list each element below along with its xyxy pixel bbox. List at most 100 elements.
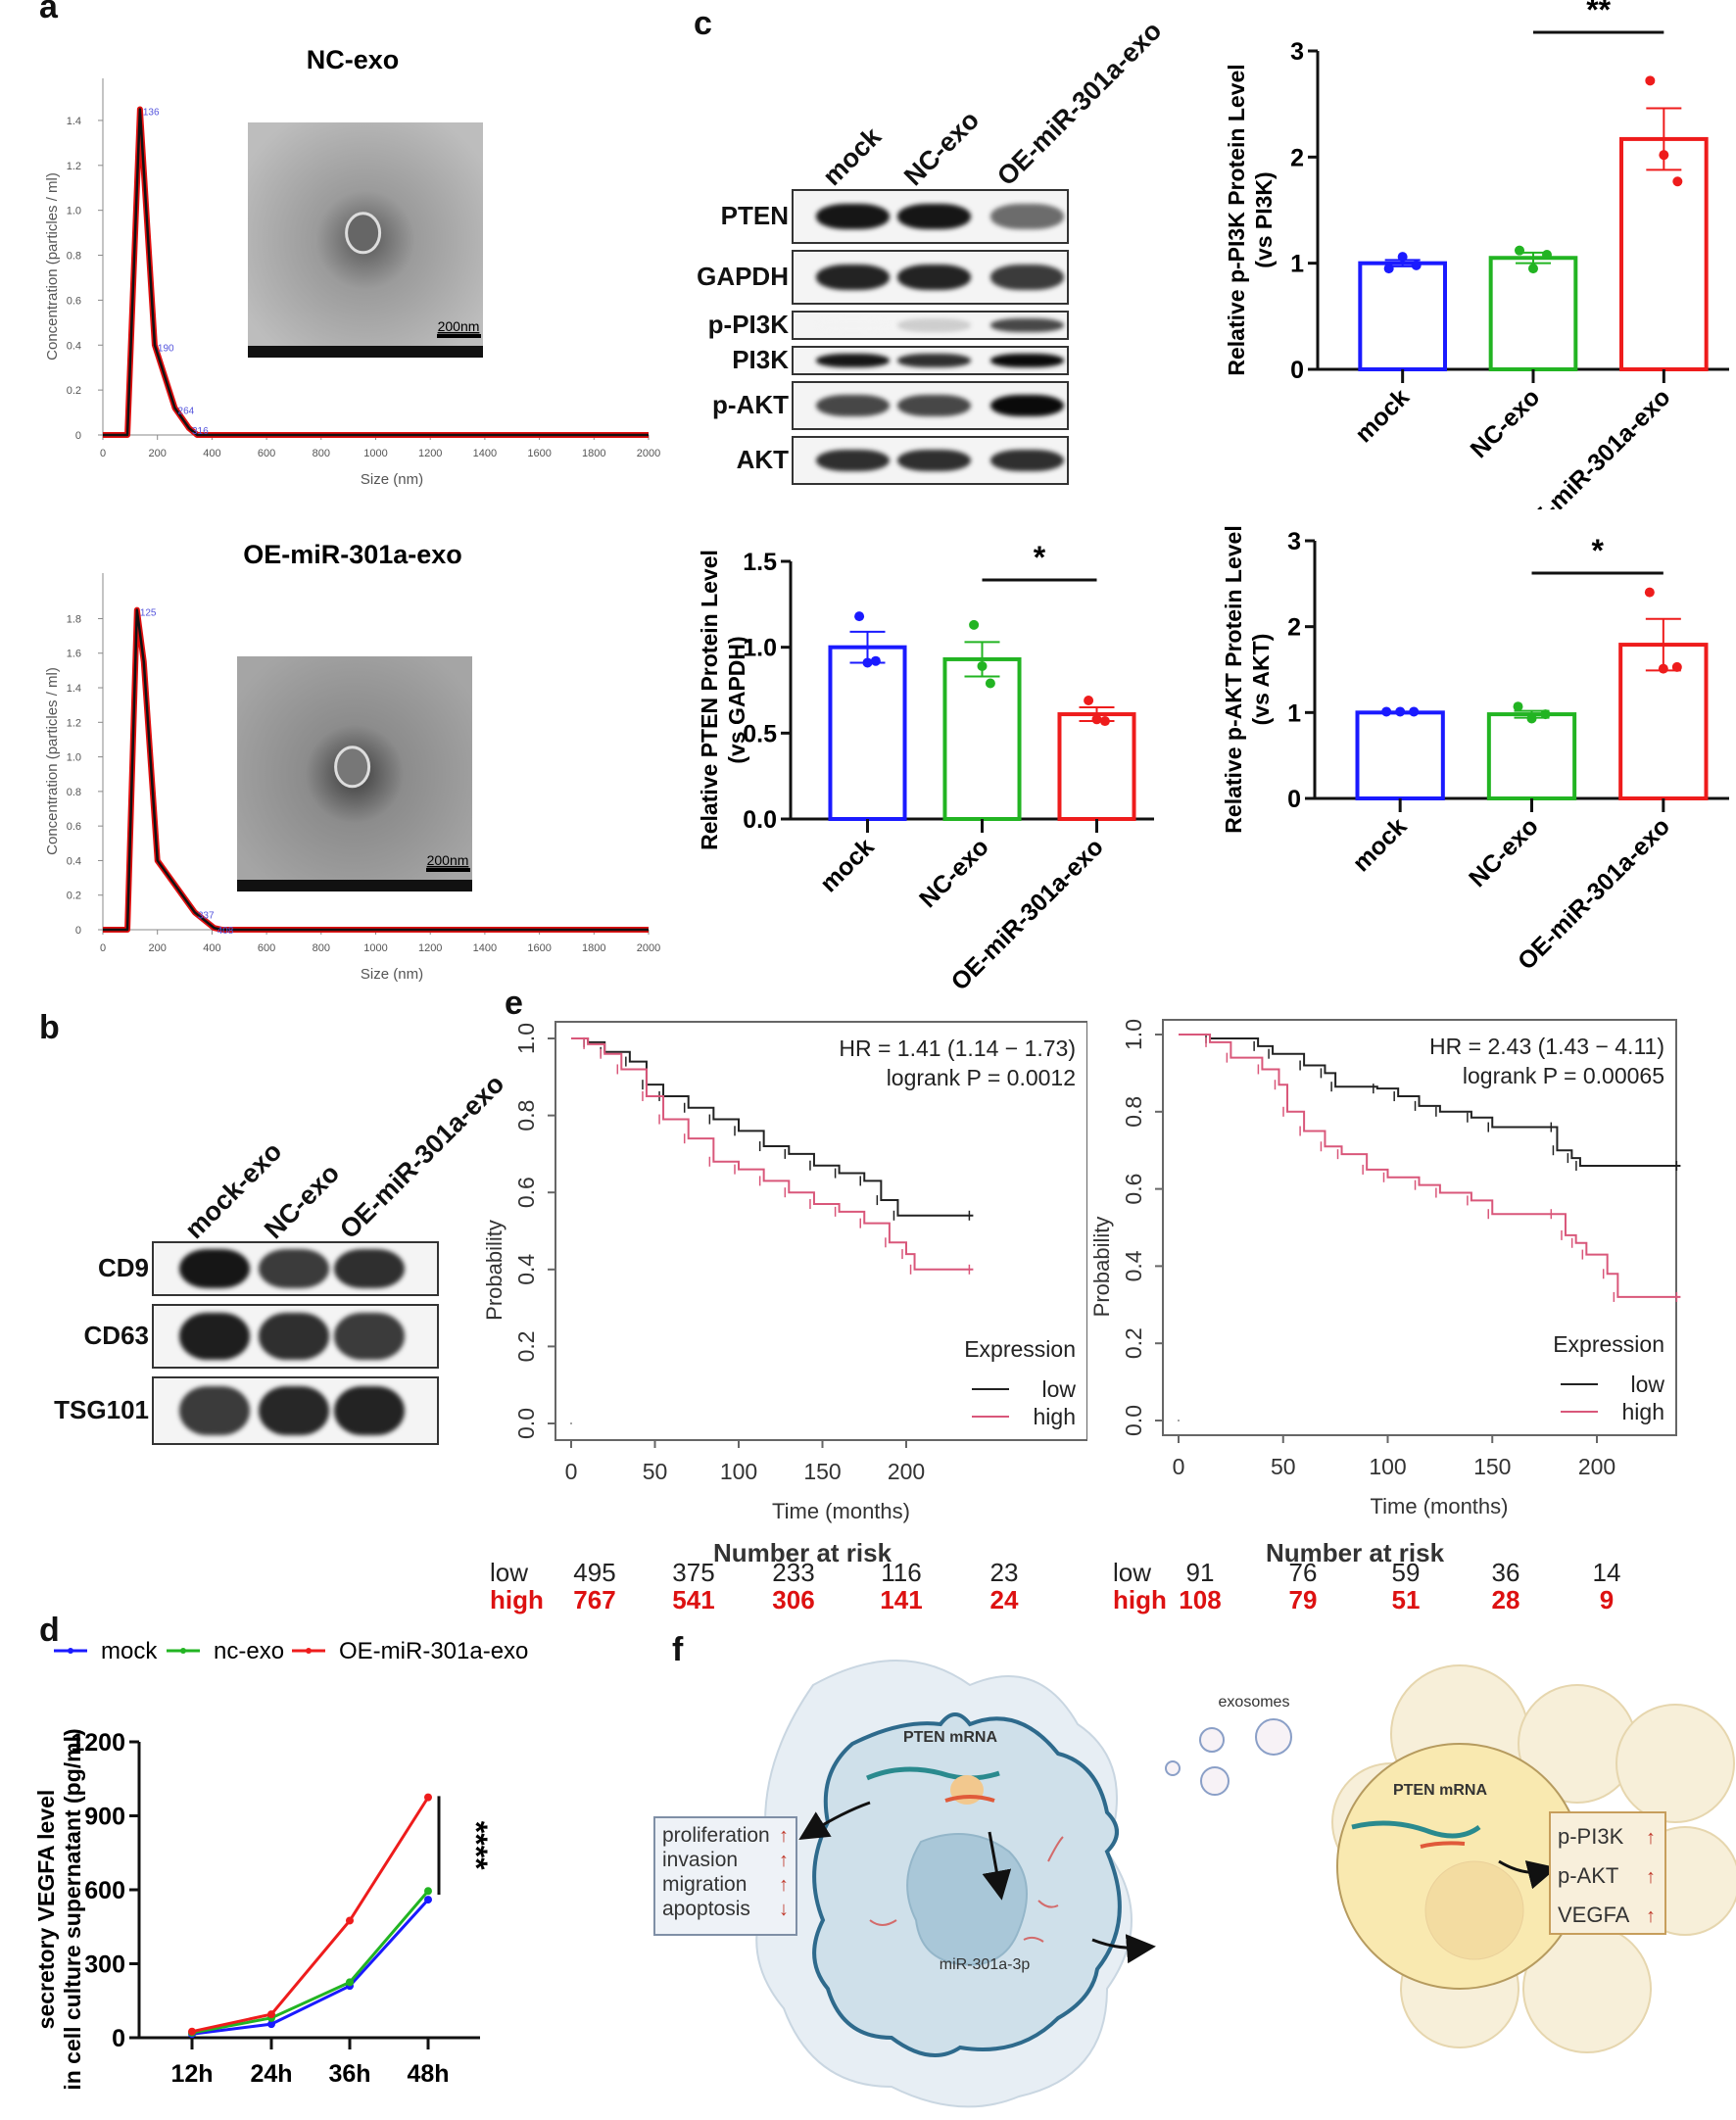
y-axis-label-unit: (vs AKT) — [1248, 634, 1274, 726]
tem-image: 200nm — [237, 656, 472, 891]
data-point — [1645, 75, 1656, 86]
panel-letter-b: b — [39, 1009, 60, 1046]
series-point — [267, 2020, 275, 2029]
peak-label: 408 — [217, 926, 234, 937]
y-tick-label: 0.4 — [67, 340, 81, 352]
data-point — [870, 655, 881, 666]
x-tick-label: 1000 — [363, 448, 387, 459]
y-tick-label: 0 — [75, 925, 81, 937]
risk-title-1: Number at risk — [713, 1538, 892, 1567]
series-point — [424, 1793, 432, 1802]
protein-band — [989, 265, 1064, 290]
bar-mock — [828, 645, 907, 821]
y-tick-label: 0 — [1290, 357, 1304, 384]
data-point — [854, 611, 865, 622]
pathway-box — [1549, 1811, 1666, 1935]
significance-label: * — [1034, 540, 1046, 575]
x-tick-label: mock — [1350, 383, 1415, 448]
blot-row-label: p-PI3K — [707, 310, 789, 339]
arrow-up-icon: ↑ — [779, 1850, 789, 1871]
risk-count: 36 — [1491, 1558, 1520, 1587]
risk-count: 141 — [880, 1585, 923, 1614]
x-tick-label: 2000 — [637, 942, 660, 954]
y-tick-label: 1.6 — [67, 649, 81, 660]
recipient-cell: PTEN mRNA — [1336, 1743, 1583, 1990]
data-point — [1409, 706, 1420, 717]
risk-count: 108 — [1179, 1585, 1222, 1614]
y-tick-label: 0.2 — [1121, 1327, 1146, 1359]
y-axis-label-unit: in cell culture supernatant (pg/ml) — [60, 1728, 85, 2090]
arrow-up-icon: ↑ — [779, 1825, 789, 1847]
x-tick-label: NC-exo — [914, 833, 994, 913]
x-tick-label: 800 — [313, 942, 330, 954]
risk-count: 51 — [1391, 1585, 1421, 1614]
risk-count: 541 — [672, 1585, 715, 1614]
blot-strip — [792, 250, 1069, 305]
protein-band — [179, 1313, 250, 1360]
y-axis-label: Concentration (particles / ml) — [44, 172, 61, 361]
x-tick-label: 1400 — [473, 942, 497, 954]
y-tick-label: 0 — [112, 2025, 125, 2052]
western-blot-exosome-markers: mock-exo NC-exo OE-miR-301a-exo CD9 CD63 TSG1… — [0, 980, 509, 1445]
risk-count: 23 — [989, 1558, 1019, 1587]
x-tick-label: 600 — [258, 942, 275, 954]
protein-band — [989, 354, 1064, 367]
x-tick-label: 0 — [565, 1459, 578, 1484]
logrank-p: logrank P = 0.0012 — [887, 1065, 1076, 1090]
risk-row-label-low: low — [490, 1558, 529, 1587]
lane-label: NC-exo — [898, 105, 986, 192]
data-point — [1658, 663, 1668, 674]
effect-label: proliferation — [662, 1824, 770, 1847]
protein-band — [815, 204, 890, 229]
y-tick-label: 0.6 — [67, 295, 81, 307]
x-tick-label: 1000 — [363, 942, 387, 954]
data-point — [985, 678, 995, 689]
panel-letter-a: a — [39, 0, 58, 25]
pten-mrna-label-left: PTEN mRNA — [903, 1729, 997, 1746]
y-tick-label: 0.6 — [67, 821, 81, 833]
y-tick-label: 1.5 — [743, 549, 777, 576]
arrow-down-icon: ↓ — [779, 1899, 789, 1920]
x-tick-label: 200 — [149, 942, 167, 954]
legend-label-low: low — [1630, 1372, 1664, 1397]
y-tick-label: 0.8 — [67, 251, 81, 263]
y-tick-label: 900 — [84, 1804, 125, 1831]
hazard-ratio: HR = 1.41 (1.14 − 1.73) — [839, 1036, 1076, 1061]
blot-strip — [152, 1304, 439, 1369]
protein-band — [989, 394, 1064, 417]
bar-chart-pten: 0.0 0.5 1.0 1.5 Relative PTEN Protein Level(… — [697, 540, 1154, 996]
y-tick-label: 1.0 — [67, 206, 81, 217]
blot-row-label: TSG101 — [54, 1395, 149, 1424]
y-tick-label: 600 — [84, 1877, 125, 1904]
series-point — [346, 1916, 354, 1925]
bar-nc-exo — [1488, 256, 1578, 371]
nta-plot-nc-exo: NC-exo 0 200 400 600 800 1000 1200 1400 1600 1800 2… — [44, 45, 660, 488]
protein-band — [989, 318, 1064, 332]
y-axis-label: Probability — [1089, 1217, 1114, 1318]
blot-row-label: PI3K — [732, 345, 789, 374]
arrow-to-effects — [798, 1801, 871, 1840]
x-tick-label: 1800 — [582, 942, 605, 954]
blot-strip — [792, 189, 1069, 244]
y-axis-label-unit: (vs GAPDH) — [724, 636, 749, 763]
x-tick-label: NC-exo — [1464, 812, 1544, 892]
x-tick-label: 1400 — [473, 448, 497, 459]
arrow-to-pathway — [1498, 1859, 1558, 1890]
bar-nc-exo — [942, 656, 1022, 821]
x-tick-label: 200 — [1578, 1454, 1615, 1479]
protein-band — [815, 318, 890, 332]
risk-row-label-high: high — [1113, 1585, 1167, 1614]
tem-info-bar — [237, 880, 472, 891]
mirna-label: miR-301a-3p — [940, 1956, 1031, 1973]
series-point — [267, 2010, 275, 2019]
blot-strip — [152, 1241, 439, 1296]
significance-label: ** — [1586, 0, 1611, 27]
series-point — [424, 1896, 432, 1904]
blot-row-label: CD9 — [97, 1253, 149, 1282]
x-tick-label: 0 — [100, 942, 106, 954]
y-tick-label: 0.6 — [1121, 1174, 1146, 1205]
protein-band — [989, 449, 1064, 472]
protein-band — [815, 354, 890, 367]
series-line-nc-exo — [191, 1890, 430, 2035]
data-point — [1381, 706, 1392, 717]
